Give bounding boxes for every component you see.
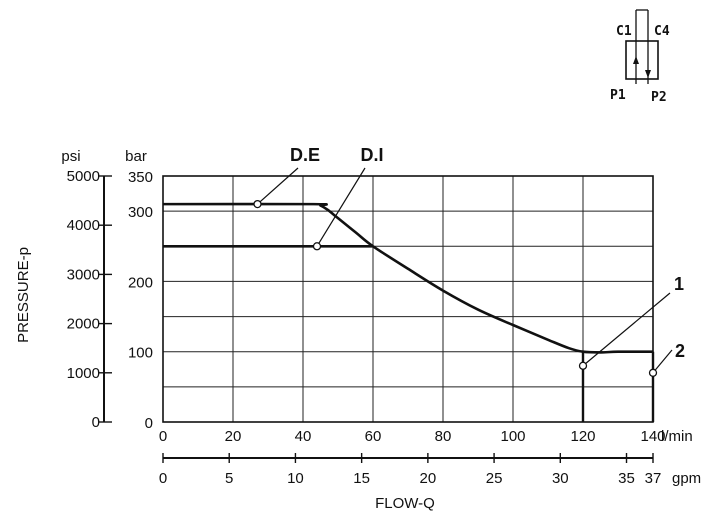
psi-tick-label: 1000 xyxy=(67,365,100,382)
x-tick-label: 20 xyxy=(225,428,242,445)
callout-leader-2 xyxy=(652,349,673,374)
x-axis-title: FLOW-Q xyxy=(375,495,435,512)
callout-leader-1 xyxy=(582,292,671,367)
x-tick-label: 140 xyxy=(640,428,665,445)
callout-marker-de xyxy=(253,199,262,209)
psi-tick-label: 0 xyxy=(92,414,100,431)
callout-marker-di xyxy=(312,242,322,251)
bar-tick-label: 350 xyxy=(128,169,153,186)
callout-leader-di xyxy=(316,167,366,247)
bar-tick-label: 300 xyxy=(128,204,153,221)
x-tick-label: 80 xyxy=(435,428,452,445)
gpm-tick-label: 35 xyxy=(618,470,635,487)
x-unit-primary: l/min xyxy=(661,428,693,445)
valve-symbol: C1 C4 P1 P2 xyxy=(610,9,670,105)
x-tick-label: 100 xyxy=(500,428,525,445)
psi-tick-label: 3000 xyxy=(67,266,100,283)
gpm-tick-label: 37 xyxy=(645,470,662,487)
gpm-tick-label: 30 xyxy=(552,470,569,487)
port-label-c4: C4 xyxy=(654,24,670,39)
bar-tick-label: 100 xyxy=(128,345,153,362)
x-tick-label: 0 xyxy=(159,428,167,445)
gpm-tick-label: 0 xyxy=(159,470,167,487)
psi-tick-label: 5000 xyxy=(67,168,100,185)
callout-label-di: D.I xyxy=(360,145,383,165)
bar-tick-label: 0 xyxy=(145,415,153,432)
port-label-p1: P1 xyxy=(610,88,626,103)
callout-leader-de xyxy=(257,167,299,205)
series-line-de xyxy=(162,202,654,354)
gpm-tick-label: 10 xyxy=(287,470,304,487)
port-label-p2: P2 xyxy=(651,90,667,105)
y-unit-right: bar xyxy=(125,148,147,165)
gpm-tick-label: 20 xyxy=(420,470,437,487)
psi-tick-label: 2000 xyxy=(67,316,100,333)
valve-symbol-box xyxy=(625,40,659,80)
x-tick-label: 60 xyxy=(365,428,382,445)
gpm-tick-label: 25 xyxy=(486,470,503,487)
callout-marker-2 xyxy=(648,368,658,377)
gpm-tick-label: 5 xyxy=(225,470,233,487)
y-axis-title: PRESSURE-p xyxy=(15,247,32,343)
valve-symbol-up-arrow xyxy=(633,56,639,64)
plot-frame xyxy=(162,175,654,423)
psi-tick-label: 4000 xyxy=(67,217,100,234)
bar-tick-label: 200 xyxy=(128,274,153,291)
callout-label-2: 2 xyxy=(675,341,685,361)
callout-label-1: 1 xyxy=(674,274,684,294)
x-tick-label: 120 xyxy=(570,428,595,445)
port-label-c1: C1 xyxy=(616,24,632,39)
valve-symbol-down-arrow xyxy=(645,70,651,78)
x-unit-secondary: gpm xyxy=(672,470,701,487)
gpm-tick-label: 15 xyxy=(353,470,370,487)
callout-marker-1 xyxy=(578,361,588,370)
callout-label-de: D.E xyxy=(290,145,320,165)
x-tick-label: 40 xyxy=(295,428,312,445)
y-unit-left: psi xyxy=(61,148,80,165)
